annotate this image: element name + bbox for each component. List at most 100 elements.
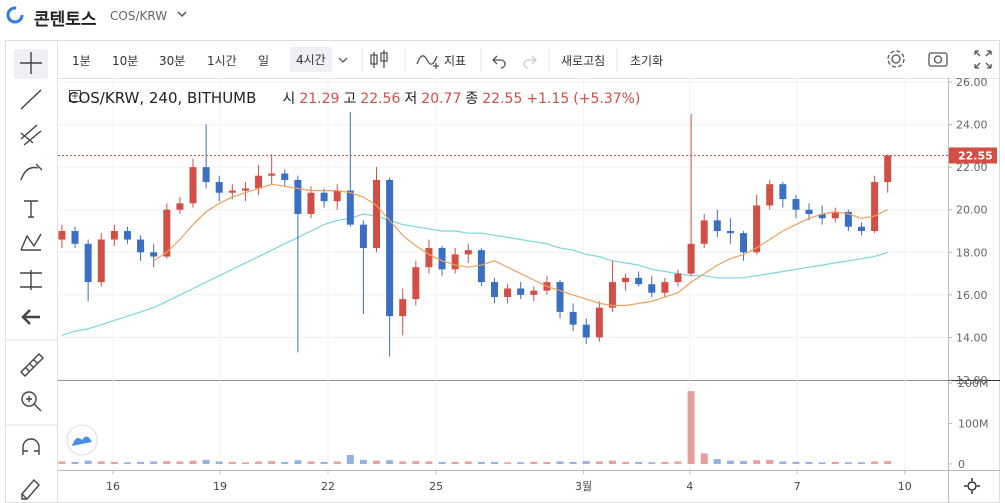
candle-body <box>700 220 708 244</box>
candle-body <box>425 248 433 268</box>
pair-dropdown[interactable] <box>177 11 187 18</box>
interval-dropdown[interactable] <box>338 57 348 63</box>
candle-body <box>320 192 328 202</box>
interval-button[interactable]: 일 <box>258 54 270 68</box>
interval-button[interactable]: 1분 <box>72 54 91 68</box>
candle-body <box>569 311 577 325</box>
symbol[interactable]: COS/KRW, 240, BITHUMB <box>68 89 257 107</box>
candle-body <box>818 213 826 219</box>
volume-bar <box>648 462 656 464</box>
y-tick-label: 20.00 <box>956 204 988 217</box>
candle-body <box>464 250 472 255</box>
volume-bar <box>884 461 892 464</box>
candle-body <box>451 254 459 270</box>
candle-body <box>241 188 249 191</box>
magnet-tool[interactable] <box>22 438 40 455</box>
candle-body <box>595 307 603 338</box>
volume-bar <box>871 461 879 464</box>
change: +1.15 <box>526 91 570 107</box>
candle-body <box>504 288 512 297</box>
candle-body <box>71 231 79 244</box>
x-tick-label: 10 <box>898 480 912 493</box>
volume-bar <box>622 461 630 464</box>
volume-bar <box>556 461 564 464</box>
fullscreen-button[interactable] <box>974 50 992 69</box>
candle-body <box>674 273 682 283</box>
indicator-button[interactable]: 지표 <box>444 54 467 68</box>
volume-bar <box>137 461 145 464</box>
candle-body <box>884 155 892 183</box>
reset-button[interactable]: 초기화 <box>630 54 664 68</box>
y-tick-label: 26.00 <box>956 76 988 89</box>
lock-tool[interactable] <box>21 478 40 501</box>
ohlc-legend: COS/KRW, 240, BITHUMB 시 21.29 고 22.56 저 20.… <box>68 88 640 108</box>
crosshair-tool[interactable] <box>20 52 42 74</box>
volume-bar <box>202 459 210 464</box>
candle-body <box>255 175 263 189</box>
candle-body <box>648 284 656 293</box>
volume-bar <box>255 461 263 464</box>
candle-body <box>150 252 158 257</box>
redo-button[interactable] <box>523 55 537 69</box>
candle-body <box>123 231 131 240</box>
volume-bar <box>281 461 289 464</box>
volume-bar <box>425 461 433 464</box>
text-tool[interactable] <box>24 200 38 218</box>
undo-button[interactable] <box>492 55 506 69</box>
volume-bar <box>359 459 367 464</box>
interval-button[interactable]: 30분 <box>159 54 186 68</box>
volume-bar <box>346 455 354 464</box>
candle-body <box>661 282 669 293</box>
y-tick-label: 24.00 <box>956 119 988 132</box>
ruler-tool[interactable] <box>20 353 44 377</box>
volume-bar <box>58 461 66 464</box>
interval-button[interactable]: 1시간 <box>207 54 237 68</box>
volume-bar <box>766 459 774 464</box>
volume-bar <box>320 461 328 464</box>
volume-bar <box>713 459 721 464</box>
zoom-tool[interactable] <box>26 396 42 412</box>
volume-bar <box>504 462 512 464</box>
back-tool[interactable] <box>21 309 40 325</box>
volume-bar <box>490 461 498 464</box>
asset-pair[interactable]: COS/KRW <box>110 9 168 23</box>
chart-type-button[interactable] <box>370 50 388 68</box>
volume-bar <box>97 461 105 464</box>
candle-body <box>228 190 236 193</box>
candle-body <box>202 167 210 183</box>
volume-bar <box>123 462 131 464</box>
volume-bar <box>307 461 315 464</box>
x-tick-label: 19 <box>213 480 227 493</box>
volume-bar <box>844 462 852 464</box>
interval-button[interactable]: 10분 <box>112 54 139 68</box>
volume-bar <box>163 461 171 464</box>
volume-bar <box>818 462 826 464</box>
pattern-tool[interactable] <box>20 233 42 251</box>
candle-body <box>713 220 721 232</box>
candle-body <box>517 288 525 295</box>
y-tick-label: 14.00 <box>956 331 988 344</box>
refresh-button[interactable]: 새로고침 <box>561 54 606 68</box>
legend-toggle[interactable] <box>69 90 81 102</box>
volume-bar <box>150 461 158 464</box>
asset-name: 콘텐토스 <box>34 10 97 30</box>
volume-bar <box>530 461 538 464</box>
settings-button[interactable] <box>887 50 905 68</box>
brush-tool[interactable] <box>20 163 43 181</box>
candle-body <box>805 209 813 214</box>
volume-bar <box>294 460 302 464</box>
interval-button[interactable]: 4시간 <box>290 47 332 72</box>
measure-tool[interactable] <box>20 270 42 290</box>
frame <box>5 40 1000 503</box>
volume-bar <box>176 461 184 464</box>
fib-tool[interactable] <box>20 124 42 146</box>
volume-bar <box>215 461 223 464</box>
screenshot-button[interactable] <box>933 55 943 64</box>
volume-bar <box>228 461 236 464</box>
line-tool[interactable] <box>20 89 42 110</box>
indicator-icon[interactable] <box>416 55 439 69</box>
axis-settings-button[interactable] <box>967 481 977 491</box>
volume-bar <box>241 462 249 464</box>
